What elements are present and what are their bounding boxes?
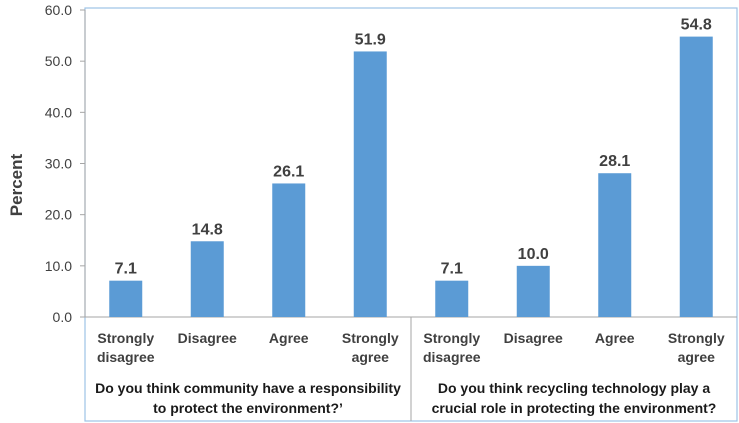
data-label: 10.0	[518, 246, 549, 263]
group-label: to protect the environment?’	[153, 400, 343, 416]
y-tick-label: 10.0	[45, 258, 72, 274]
category-label: Strongly	[668, 330, 725, 346]
category-label: disagree	[423, 349, 481, 365]
category-label: disagree	[97, 349, 155, 365]
group-label: Do you think community have a responsibi…	[95, 380, 401, 396]
group-label: Do you think recycling technology play a	[438, 380, 710, 396]
data-label: 14.8	[192, 221, 223, 238]
bar	[353, 51, 387, 317]
category-label: Agree	[595, 330, 635, 346]
bar	[109, 280, 143, 317]
data-label: 54.8	[681, 17, 712, 34]
data-label: 51.9	[355, 31, 386, 48]
y-axis-label: Percent	[7, 153, 26, 216]
data-label: 28.1	[599, 153, 630, 170]
bar	[190, 241, 224, 317]
bar	[516, 265, 550, 317]
bar	[272, 183, 306, 317]
bar	[679, 36, 713, 318]
category-label: Disagree	[178, 330, 237, 346]
category-label: Strongly	[97, 330, 154, 346]
category-label: Strongly	[342, 330, 399, 346]
data-label: 26.1	[273, 163, 304, 180]
category-label: Strongly	[423, 330, 480, 346]
category-label: Agree	[269, 330, 309, 346]
data-label: 7.1	[115, 261, 137, 278]
data-label: 7.1	[441, 261, 463, 278]
y-tick-label: 40.0	[45, 104, 72, 120]
group-label: crucial role in protecting the environme…	[432, 400, 717, 416]
y-tick-label: 60.0	[45, 2, 72, 18]
category-label: agree	[678, 349, 716, 365]
bar	[598, 173, 632, 317]
y-tick-label: 20.0	[45, 207, 72, 223]
category-label: agree	[352, 349, 390, 365]
y-tick-label: 0.0	[53, 309, 73, 325]
bar	[435, 280, 469, 317]
category-label: Disagree	[504, 330, 563, 346]
y-tick-label: 50.0	[45, 53, 72, 69]
y-tick-label: 30.0	[45, 156, 72, 172]
